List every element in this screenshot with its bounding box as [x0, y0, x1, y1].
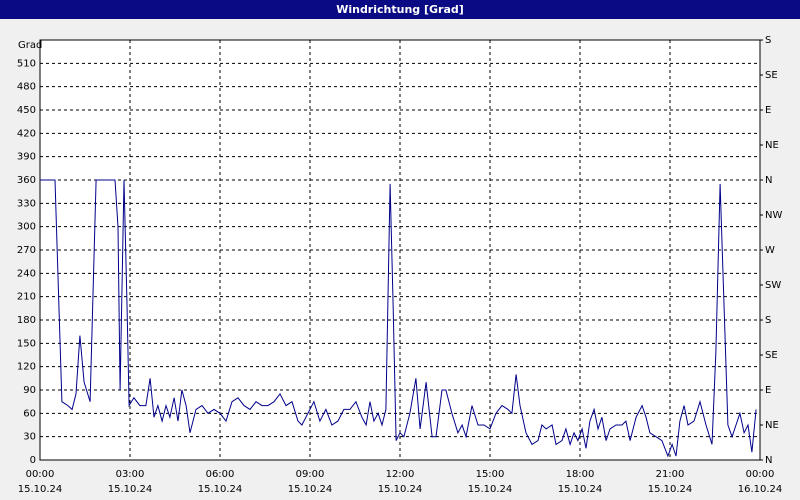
y-tick-label: 390 [17, 152, 36, 163]
x-tick-label: 00:00 [746, 469, 775, 480]
y2-tick-label: E [765, 105, 771, 116]
y2-tick-label: SW [765, 280, 781, 291]
y-tick-label: 270 [17, 245, 36, 256]
y-tick-label: 360 [17, 175, 36, 186]
x-tick-date: 15.10.24 [198, 484, 243, 495]
y2-tick-label: E [765, 385, 771, 396]
y-tick-label: 510 [17, 58, 36, 69]
y2-tick-label: S [765, 35, 771, 46]
y-tick-label: 90 [23, 385, 36, 396]
x-tick-label: 21:00 [656, 469, 685, 480]
x-tick-label: 12:00 [386, 469, 415, 480]
y-tick-label: 30 [23, 432, 36, 443]
y2-tick-label: SE [765, 350, 778, 361]
x-tick-date: 15.10.24 [468, 484, 513, 495]
y-axis-label: Grad [18, 40, 42, 51]
x-tick-date: 15.10.24 [18, 484, 63, 495]
y2-tick-label: NE [765, 140, 779, 151]
y-tick-label: 60 [23, 408, 36, 419]
y2-tick-label: N [765, 175, 772, 186]
x-tick-label: 18:00 [566, 469, 595, 480]
y-tick-label: 0 [30, 455, 36, 466]
x-tick-date: 15.10.24 [108, 484, 153, 495]
x-tick-label: 03:00 [116, 469, 145, 480]
x-tick-label: 15:00 [476, 469, 505, 480]
x-tick-label: 00:00 [26, 469, 55, 480]
x-tick-date: 15.10.24 [648, 484, 693, 495]
x-tick-date: 15.10.24 [378, 484, 423, 495]
y-tick-label: 120 [17, 362, 36, 373]
x-tick-date: 15.10.24 [288, 484, 333, 495]
y2-tick-label: NW [765, 210, 782, 221]
title-bar [0, 0, 800, 19]
y-tick-label: 450 [17, 105, 36, 116]
x-tick-label: 09:00 [296, 469, 325, 480]
x-tick-label: 06:00 [206, 469, 235, 480]
x-tick-date: 15.10.24 [558, 484, 603, 495]
y-tick-label: 180 [17, 315, 36, 326]
y2-tick-label: N [765, 455, 772, 466]
y-tick-label: 330 [17, 198, 36, 209]
y-tick-label: 300 [17, 222, 36, 233]
y-tick-label: 150 [17, 338, 36, 349]
y-tick-label: 420 [17, 128, 36, 139]
y2-tick-label: S [765, 315, 771, 326]
chart-title: Windrichtung [Grad] [336, 3, 464, 16]
x-tick-date: 16.10.24 [738, 484, 783, 495]
data-line [40, 179, 757, 458]
y2-tick-label: NE [765, 420, 779, 431]
y-tick-label: 240 [17, 268, 36, 279]
y2-tick-label: W [765, 245, 775, 256]
y-tick-label: 480 [17, 82, 36, 93]
y2-tick-label: SE [765, 70, 778, 81]
y-tick-label: 210 [17, 292, 36, 303]
